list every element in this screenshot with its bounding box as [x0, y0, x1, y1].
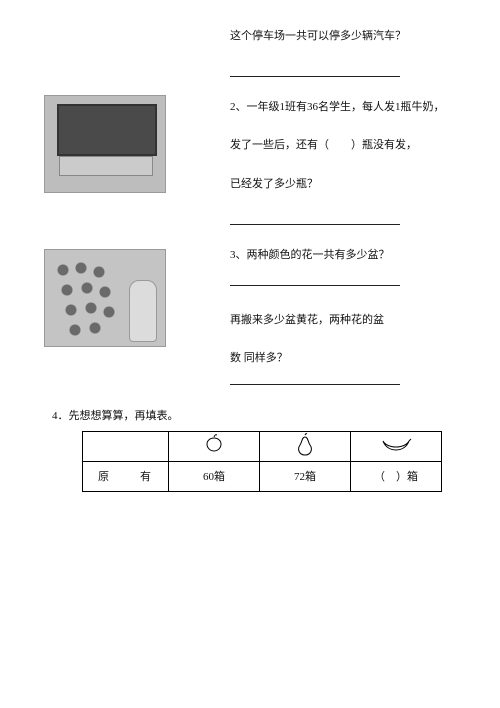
q3-line1: 3、两种颜色的花一共有多少盆？ — [230, 243, 450, 267]
q1-answer-line — [230, 76, 400, 77]
q3-answer-line-2 — [230, 384, 400, 385]
table-row-label: 原 有 — [83, 461, 169, 491]
table-row — [83, 431, 442, 461]
q1-text: 这个停车场一共可以停多少辆汽车？ — [230, 24, 450, 48]
q3-block: 3、两种颜色的花一共有多少盆？ 再搬来多少盆黄花，两种花的盆 数 同样多？ — [52, 243, 452, 393]
section-4: 4．先想想算算，再填表。 — [52, 407, 452, 492]
table-header-blank — [83, 431, 169, 461]
table-cell: （ ）箱 — [351, 461, 442, 491]
table-icon-pear — [260, 431, 351, 461]
q3-line2: 再搬来多少盆黄花，两种花的盆 — [230, 308, 450, 332]
table-cell: 72箱 — [260, 461, 351, 491]
sec4-title: 4．先想想算算，再填表。 — [52, 407, 452, 423]
table-row: 原 有 60箱 72箱 （ ）箱 — [83, 461, 442, 491]
table-cell: 60箱 — [169, 461, 260, 491]
q2-answer-line — [230, 224, 400, 225]
table-icon-banana — [351, 431, 442, 461]
q2-line3: 已经发了多少瓶？ — [230, 172, 450, 196]
apple-icon — [200, 434, 228, 456]
q2-line1: 2、一年级1班有36名学生，每人发1瓶牛奶， — [230, 95, 450, 119]
banana-icon — [379, 435, 413, 455]
q3-image-placeholder — [44, 249, 166, 347]
q2-line2: 发了一些后，还有（ ）瓶没有发， — [230, 133, 450, 157]
table-icon-apple — [169, 431, 260, 461]
q2-block: 2、一年级1班有36名学生，每人发1瓶牛奶， 发了一些后，还有（ ）瓶没有发， … — [52, 95, 452, 225]
fruit-table: 原 有 60箱 72箱 （ ）箱 — [82, 431, 442, 492]
q3-line3: 数 同样多？ — [230, 346, 450, 370]
q3-answer-line-1 — [230, 285, 400, 286]
pear-icon — [291, 433, 319, 457]
q2-image-placeholder — [44, 95, 166, 193]
